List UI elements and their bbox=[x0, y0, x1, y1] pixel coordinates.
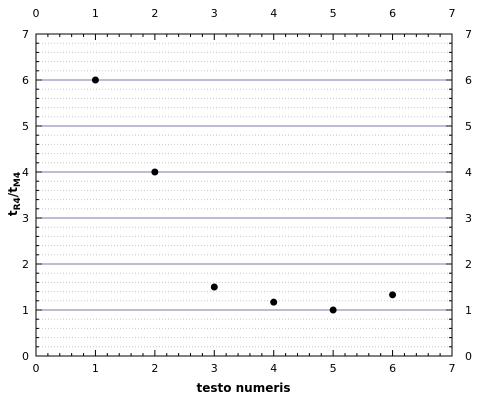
x-tick-label: 0 bbox=[33, 362, 40, 375]
y-tick-label-right: 2 bbox=[465, 258, 472, 271]
y-tick-label-right: 5 bbox=[465, 120, 472, 133]
data-point bbox=[329, 306, 337, 314]
major-grid-lines bbox=[36, 79, 452, 311]
x-tick-label-top: 3 bbox=[211, 7, 218, 20]
x-tick-label-top: 7 bbox=[449, 7, 456, 20]
x-tick-label-top: 2 bbox=[151, 7, 158, 20]
x-tick-label-top: 5 bbox=[330, 7, 337, 20]
data-point bbox=[91, 76, 99, 84]
y-tick-label-right: 3 bbox=[465, 212, 472, 225]
x-tick-label: 3 bbox=[211, 362, 218, 375]
x-tick-label-top: 1 bbox=[92, 7, 99, 20]
plot-frame bbox=[35, 33, 453, 357]
data-points bbox=[91, 76, 397, 314]
x-axis-title: testo numeris bbox=[196, 381, 290, 395]
axis-ticks bbox=[35, 33, 453, 357]
y-tick-label: 7 bbox=[22, 28, 29, 41]
data-point bbox=[210, 283, 218, 291]
y-axis-title-main: t bbox=[6, 210, 20, 216]
x-tick-label-top: 0 bbox=[33, 7, 40, 20]
y-tick-label: 3 bbox=[22, 212, 29, 225]
y-axis-title-sub2: M4 bbox=[13, 172, 23, 187]
data-point bbox=[389, 291, 397, 299]
y-tick-label: 5 bbox=[22, 120, 29, 133]
y-tick-label: 2 bbox=[22, 258, 29, 271]
y-axis-title-sep: /t bbox=[6, 187, 20, 197]
x-tick-label: 7 bbox=[449, 362, 456, 375]
y-axis-title: tR4/tM4 bbox=[6, 172, 23, 216]
minor-grid-lines bbox=[36, 42, 452, 348]
y-tick-label-right: 4 bbox=[465, 166, 472, 179]
x-tick-label-top: 6 bbox=[389, 7, 396, 20]
y-tick-label-right: 0 bbox=[465, 350, 472, 363]
data-point bbox=[151, 168, 159, 176]
y-tick-label-right: 7 bbox=[465, 28, 472, 41]
y-axis-title-sub1: R4 bbox=[13, 197, 23, 210]
x-tick-label: 5 bbox=[330, 362, 337, 375]
x-tick-label: 4 bbox=[270, 362, 277, 375]
y-tick-label: 1 bbox=[22, 304, 29, 317]
x-tick-label: 2 bbox=[151, 362, 158, 375]
y-tick-label-right: 6 bbox=[465, 74, 472, 87]
x-tick-label-top: 4 bbox=[270, 7, 277, 20]
x-tick-label: 6 bbox=[389, 362, 396, 375]
data-point bbox=[270, 298, 278, 306]
x-tick-label: 1 bbox=[92, 362, 99, 375]
y-tick-label: 4 bbox=[22, 166, 29, 179]
y-tick-label-right: 1 bbox=[465, 304, 472, 317]
y-tick-label: 0 bbox=[22, 350, 29, 363]
y-tick-label: 6 bbox=[22, 74, 29, 87]
